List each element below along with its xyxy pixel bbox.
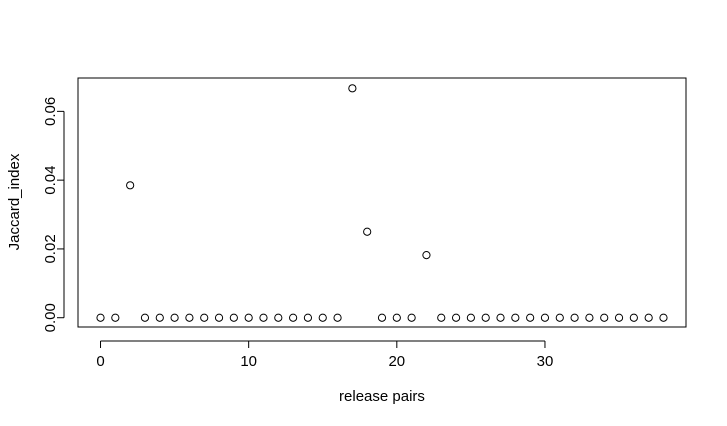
data-point bbox=[111, 313, 120, 322]
data-point bbox=[629, 313, 638, 322]
y-tick-label: 0.02 bbox=[42, 234, 59, 263]
data-point bbox=[659, 313, 668, 322]
data-point bbox=[466, 313, 475, 322]
data-point bbox=[644, 313, 653, 322]
data-point bbox=[259, 313, 268, 322]
data-point bbox=[348, 84, 357, 93]
data-point bbox=[96, 313, 105, 322]
y-axis-title: Jaccard_index bbox=[6, 153, 23, 250]
data-point bbox=[140, 313, 150, 322]
y-tick-label: 0.04 bbox=[42, 166, 59, 195]
data-point bbox=[570, 313, 579, 322]
data-point bbox=[451, 313, 461, 322]
data-point bbox=[244, 313, 253, 322]
data-point bbox=[318, 313, 327, 322]
data-point bbox=[585, 313, 594, 322]
data-point bbox=[363, 227, 372, 236]
data-point bbox=[600, 313, 609, 322]
data-points bbox=[96, 84, 668, 322]
data-point bbox=[185, 313, 194, 322]
data-point bbox=[333, 313, 342, 322]
data-point bbox=[229, 313, 238, 322]
data-point bbox=[377, 313, 387, 322]
data-point bbox=[496, 313, 505, 322]
plot-frame bbox=[77, 77, 687, 328]
data-point bbox=[526, 313, 535, 322]
data-point bbox=[126, 181, 135, 190]
data-point bbox=[200, 313, 209, 322]
data-point bbox=[392, 313, 401, 322]
y-tick-label: 0.06 bbox=[42, 97, 59, 126]
data-point bbox=[407, 313, 416, 322]
x-tick-label: 20 bbox=[388, 353, 405, 370]
x-tick-label: 10 bbox=[240, 353, 257, 370]
data-point bbox=[303, 313, 313, 322]
data-point bbox=[214, 313, 224, 322]
data-point bbox=[422, 251, 431, 260]
data-point bbox=[614, 313, 624, 322]
y-tick-label: 0.00 bbox=[42, 303, 59, 332]
x-tick-label: 30 bbox=[537, 353, 554, 370]
data-point bbox=[555, 313, 564, 322]
data-point bbox=[437, 313, 446, 322]
data-point bbox=[155, 313, 164, 322]
x-axis: 0 10 20 30 bbox=[96, 340, 554, 370]
data-point bbox=[274, 313, 283, 322]
y-axis: 0.00 0.02 0.04 0.06 bbox=[42, 97, 65, 332]
x-tick-label: 0 bbox=[96, 353, 104, 370]
data-point bbox=[540, 313, 550, 322]
data-point bbox=[511, 313, 520, 322]
data-point bbox=[170, 313, 179, 322]
data-point bbox=[289, 313, 298, 322]
data-point bbox=[481, 313, 490, 322]
x-axis-title: release pairs bbox=[339, 388, 425, 405]
